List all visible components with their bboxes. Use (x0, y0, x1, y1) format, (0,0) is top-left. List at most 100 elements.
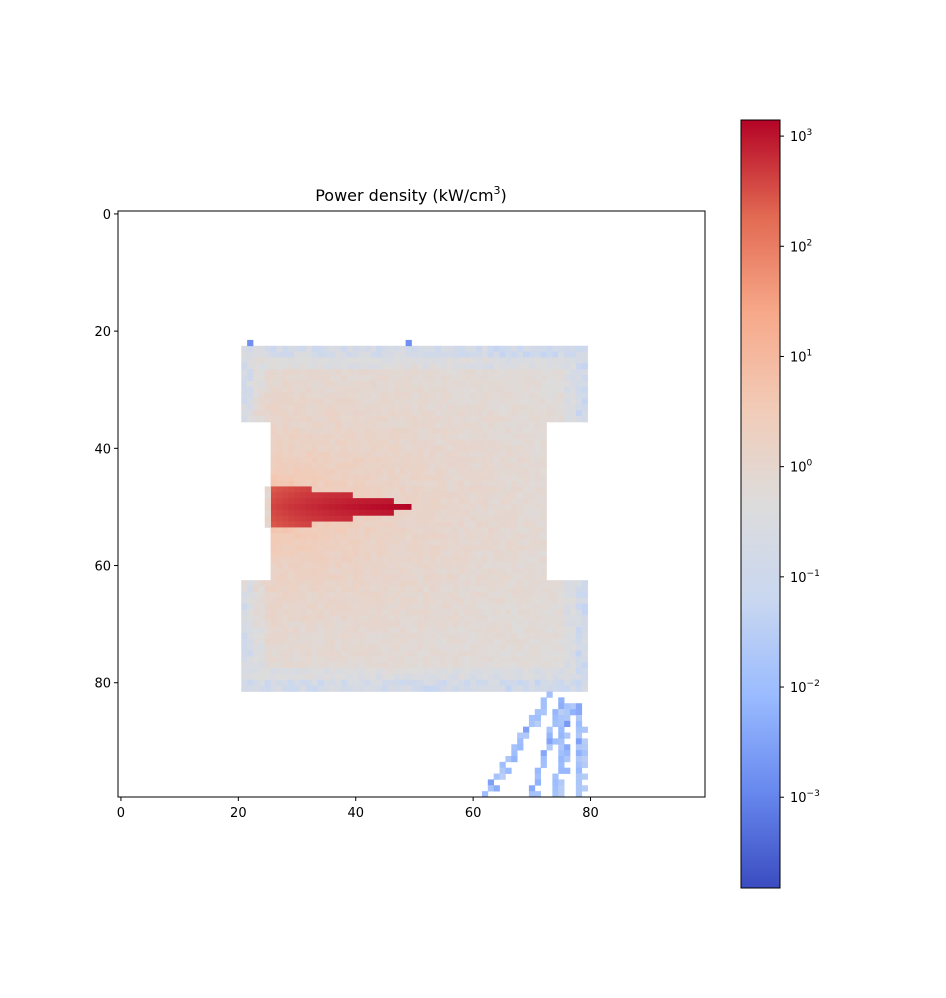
heatmap-cell (311, 445, 318, 452)
heatmap-cell (364, 609, 371, 616)
heatmap-cell (382, 662, 389, 669)
heatmap-cell (247, 375, 254, 382)
heatmap-cell (282, 410, 289, 417)
heatmap-cell (487, 638, 495, 645)
heatmap-cell (528, 351, 536, 358)
heatmap-cell (364, 580, 371, 587)
heatmap-cell (364, 345, 371, 352)
heatmap-cell (429, 679, 436, 687)
heatmap-cell (346, 650, 354, 657)
heatmap-cell (288, 457, 295, 464)
heatmap-cell (423, 638, 430, 645)
heatmap-cell (523, 539, 530, 546)
heatmap-cell (364, 621, 371, 628)
heatmap-trace-cell (499, 773, 506, 780)
heatmap-cell (358, 591, 365, 599)
heatmap-cell (247, 679, 254, 687)
heatmap-cell (470, 562, 477, 569)
heatmap-trace-cell (575, 785, 583, 792)
heatmap-trace-cell (552, 714, 559, 722)
heatmap-trace-cell (575, 703, 583, 710)
heatmap-cell (253, 369, 260, 376)
heatmap-cell (417, 498, 424, 505)
heatmap-cell (352, 627, 360, 634)
heatmap-cell (505, 457, 512, 464)
heatmap-cell (499, 521, 506, 528)
heatmap-cell (282, 369, 289, 376)
heatmap-cell (411, 580, 418, 587)
heatmap-cell (346, 521, 354, 528)
heatmap-cell (581, 597, 588, 604)
heatmap-cell (446, 457, 453, 464)
heatmap-cell (511, 586, 518, 593)
heatmap-cell (288, 398, 295, 405)
heatmap-cell (552, 363, 559, 370)
heatmap-cell (517, 568, 524, 575)
heatmap-cell (552, 597, 559, 604)
heatmap-cell (288, 357, 295, 364)
heatmap-cell (405, 351, 412, 358)
heatmap-cell (558, 673, 565, 681)
heatmap-cell (358, 433, 365, 440)
heatmap-trace-cell (523, 732, 530, 739)
heatmap-trace-cell (575, 738, 583, 745)
heatmap-cell (376, 480, 383, 487)
heatmap-cell (446, 416, 453, 423)
heatmap-cell (517, 398, 524, 405)
heatmap-cell (417, 685, 424, 692)
heatmap-cell (476, 492, 483, 499)
heatmap-cell (564, 351, 571, 358)
heatmap-cell (317, 480, 324, 487)
heatmap-cell (569, 586, 577, 593)
heatmap-cell (429, 509, 436, 517)
heatmap-cell (358, 562, 365, 569)
heatmap-cell (241, 644, 248, 651)
heatmap-cell (258, 656, 266, 663)
heatmap-cell (417, 480, 424, 487)
heatmap-cell (264, 656, 271, 663)
heatmap-cell (352, 457, 360, 464)
heatmap-cell (487, 369, 495, 376)
heatmap-cell (429, 345, 436, 352)
heatmap-cell (393, 580, 401, 587)
heatmap-cell (470, 556, 477, 563)
heatmap-trace-cell (575, 744, 583, 751)
heatmap-cell (487, 662, 495, 669)
heatmap-cell (376, 433, 383, 440)
heatmap-cell (446, 404, 453, 411)
heatmap-cell (388, 504, 395, 511)
heatmap-cell (464, 509, 471, 517)
heatmap-cell (282, 627, 289, 634)
heatmap-cell (476, 462, 483, 470)
heatmap-cell (294, 392, 301, 399)
heatmap-cell (247, 621, 254, 628)
heatmap-cell (299, 498, 307, 505)
heatmap-cell (341, 556, 348, 563)
heatmap-cell (487, 445, 495, 452)
heatmap-cell (505, 421, 512, 429)
heatmap-cell (528, 492, 536, 499)
heatmap-cell (399, 673, 406, 681)
heatmap-cell (282, 580, 289, 587)
heatmap-cell (517, 421, 524, 429)
heatmap-cell (393, 638, 401, 645)
heatmap-cell (299, 515, 307, 522)
heatmap-cell (399, 445, 406, 452)
heatmap-cell (341, 439, 348, 446)
heatmap-cell (505, 410, 512, 417)
heatmap-trace-cell (540, 697, 547, 704)
heatmap-cell (411, 586, 418, 593)
heatmap-cell (476, 568, 483, 575)
heatmap-cell (493, 380, 500, 388)
heatmap-cell (241, 580, 248, 587)
heatmap-cell (388, 562, 395, 569)
heatmap-cell (564, 591, 571, 599)
heatmap-cell (270, 468, 277, 476)
heatmap-cell (540, 632, 547, 640)
heatmap-cell (288, 673, 295, 681)
heatmap-cell (505, 574, 512, 581)
heatmap-cell (393, 445, 401, 452)
heatmap-cell (270, 644, 277, 651)
heatmap-cell (247, 609, 254, 616)
heatmap-cell (247, 685, 254, 692)
